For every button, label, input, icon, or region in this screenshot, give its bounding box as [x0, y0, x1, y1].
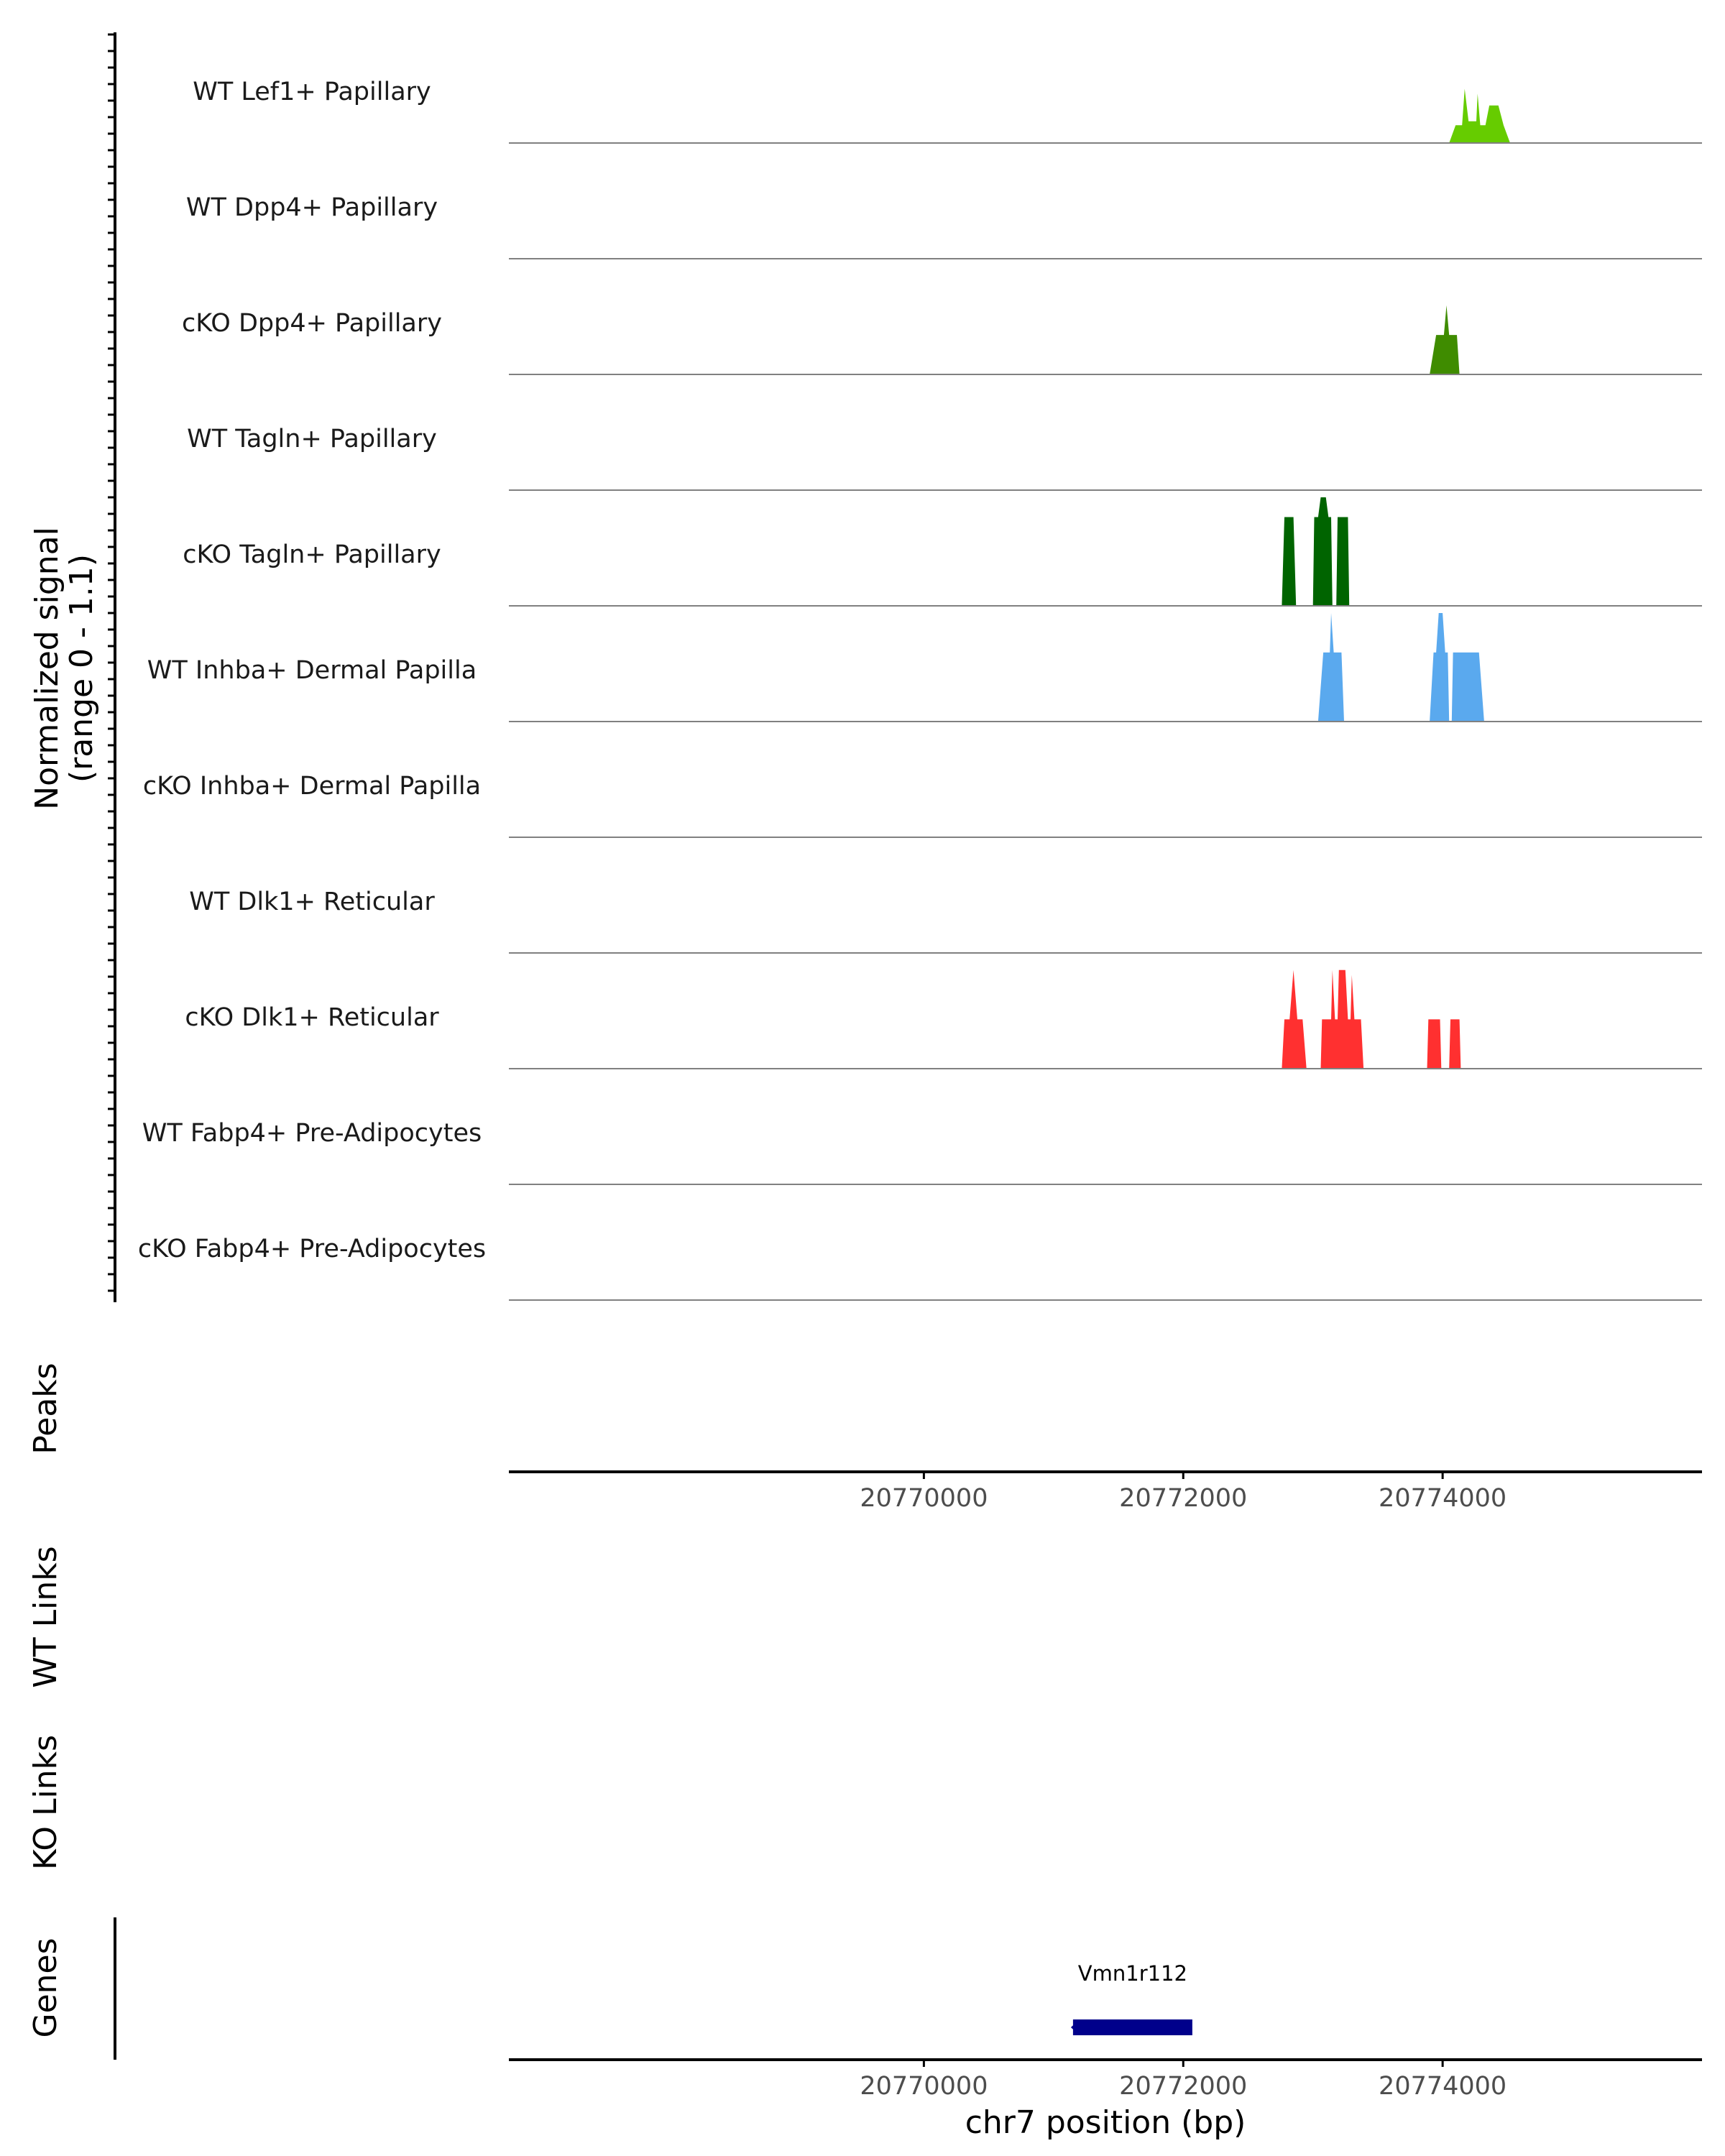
- peaks-x-tick-label: 20774000: [1379, 1484, 1506, 1513]
- gene-body: [1072, 2019, 1192, 2035]
- genes-x-tick-label: 20772000: [1119, 2072, 1247, 2101]
- gene-strand-arrow: [1070, 2019, 1082, 2035]
- peaks-panel-title: Peaks: [27, 1363, 64, 1454]
- genes-x-axis-ticks: 20770000 20772000 20774000: [860, 2060, 1506, 2101]
- x-axis-title: chr7 position (bp): [965, 2104, 1246, 2141]
- track-label: WT Dpp4+ Papillary: [186, 193, 438, 222]
- track-label: WT Inhba+ Dermal Papilla: [147, 656, 477, 685]
- peaks-x-tick-label: 20772000: [1119, 1484, 1247, 1513]
- track-label: cKO Tagln+ Papillary: [183, 540, 441, 569]
- coverage-y-ticks: [108, 33, 115, 1292]
- track-label: cKO Inhba+ Dermal Papilla: [143, 772, 481, 801]
- track-label: cKO Dlk1+ Reticular: [185, 1003, 439, 1032]
- peaks-x-axis-ticks: 20770000 20772000 20774000: [860, 1472, 1506, 1513]
- track-label: WT Tagln+ Papillary: [187, 425, 437, 453]
- wt-links-panel-title: WT Links: [27, 1546, 64, 1687]
- signal-area: [1282, 497, 1350, 606]
- track-label: cKO Fabp4+ Pre-Adipocytes: [138, 1235, 486, 1263]
- gene-label: Vmn1r112: [1078, 1961, 1187, 1986]
- track-label: cKO Dpp4+ Papillary: [182, 309, 442, 338]
- genes-panel-title: Genes: [27, 1938, 64, 2037]
- y-axis-title-line1: Normalized signal: [29, 527, 65, 810]
- genes-x-tick-label: 20774000: [1379, 2072, 1506, 2101]
- gene-models: Vmn1r112: [1070, 1961, 1192, 2035]
- track-labels: WT Lef1+ Papillary WT Dpp4+ Papillary cKO …: [138, 78, 486, 1263]
- track-label: WT Lef1+ Papillary: [193, 78, 431, 106]
- ko-links-panel-title: KO Links: [27, 1735, 64, 1870]
- signal-area: [1282, 969, 1461, 1069]
- genes-x-tick-label: 20770000: [860, 2072, 988, 2101]
- peaks-x-tick-label: 20770000: [860, 1484, 988, 1513]
- signal-area: [1317, 613, 1484, 722]
- track-signals: [1282, 88, 1510, 1069]
- track-label: WT Dlk1+ Reticular: [189, 888, 435, 916]
- y-axis-title-line2: (range 0 - 1.1): [63, 554, 100, 783]
- signal-area: [1430, 305, 1460, 374]
- signal-area: [1449, 88, 1510, 143]
- track-label: WT Fabp4+ Pre-Adipocytes: [142, 1119, 482, 1148]
- track-baselines: [509, 142, 1702, 1301]
